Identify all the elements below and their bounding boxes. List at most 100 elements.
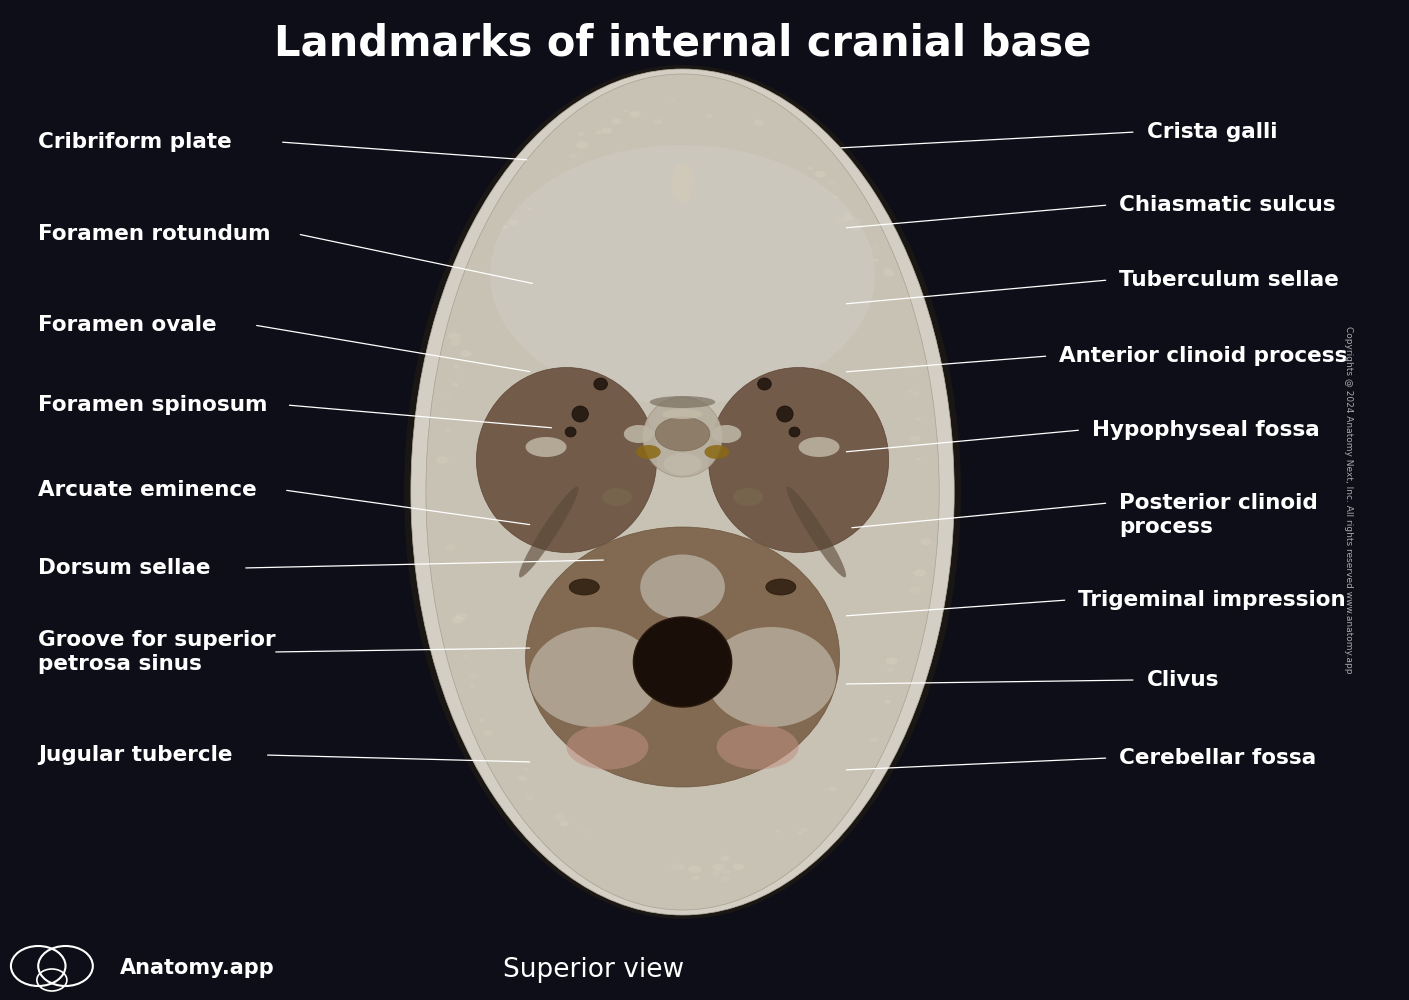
Ellipse shape [912, 391, 919, 396]
Ellipse shape [404, 65, 961, 919]
Ellipse shape [776, 406, 793, 422]
Ellipse shape [464, 655, 469, 657]
Text: Tuberculum sellae: Tuberculum sellae [1119, 270, 1340, 290]
Text: Copyrights @ 2024 Anatomy Next, Inc. All rights reserved www.anatomy.app: Copyrights @ 2024 Anatomy Next, Inc. All… [1344, 326, 1353, 674]
Ellipse shape [916, 417, 921, 421]
Text: Cerebellar fossa: Cerebellar fossa [1119, 748, 1316, 768]
Text: Foramen spinosum: Foramen spinosum [38, 395, 268, 415]
Ellipse shape [855, 245, 859, 248]
Ellipse shape [886, 657, 898, 664]
Ellipse shape [671, 863, 685, 871]
Ellipse shape [717, 724, 799, 770]
Ellipse shape [435, 456, 449, 464]
Ellipse shape [885, 700, 890, 704]
Ellipse shape [664, 453, 702, 475]
Ellipse shape [650, 396, 716, 408]
Ellipse shape [635, 445, 661, 459]
Ellipse shape [709, 367, 889, 552]
Ellipse shape [554, 814, 565, 821]
Ellipse shape [713, 864, 724, 871]
Ellipse shape [845, 216, 852, 220]
Ellipse shape [445, 393, 451, 396]
Ellipse shape [766, 579, 796, 595]
Ellipse shape [824, 789, 828, 792]
Ellipse shape [828, 181, 836, 185]
Ellipse shape [906, 363, 917, 369]
Ellipse shape [519, 487, 579, 577]
Ellipse shape [712, 425, 741, 443]
Text: Foramen ovale: Foramen ovale [38, 315, 217, 335]
Ellipse shape [452, 383, 458, 387]
Ellipse shape [654, 119, 662, 124]
Text: Clivus: Clivus [1147, 670, 1219, 690]
Ellipse shape [445, 428, 452, 432]
Ellipse shape [836, 215, 850, 223]
Ellipse shape [851, 225, 862, 231]
Text: Posterior clinoid
process: Posterior clinoid process [1119, 493, 1319, 537]
Ellipse shape [857, 219, 862, 222]
Ellipse shape [758, 378, 771, 390]
Ellipse shape [733, 488, 764, 506]
Ellipse shape [476, 367, 657, 552]
Text: Cribriform plate: Cribriform plate [38, 132, 232, 152]
Ellipse shape [640, 554, 724, 619]
Ellipse shape [662, 409, 703, 419]
Ellipse shape [630, 111, 641, 118]
Ellipse shape [797, 831, 803, 835]
Ellipse shape [692, 876, 700, 880]
Ellipse shape [502, 225, 509, 229]
Ellipse shape [449, 339, 461, 345]
Ellipse shape [528, 207, 534, 210]
Text: Dorsum sellae: Dorsum sellae [38, 558, 211, 578]
Ellipse shape [593, 378, 607, 390]
Ellipse shape [844, 213, 851, 217]
Ellipse shape [723, 870, 731, 875]
Ellipse shape [469, 685, 475, 687]
Ellipse shape [526, 795, 534, 800]
Ellipse shape [830, 786, 837, 791]
Ellipse shape [789, 427, 800, 437]
Ellipse shape [872, 258, 879, 262]
Ellipse shape [448, 332, 461, 340]
Ellipse shape [910, 436, 920, 442]
Ellipse shape [807, 167, 813, 170]
Ellipse shape [869, 737, 878, 742]
Ellipse shape [559, 821, 569, 826]
Ellipse shape [643, 397, 723, 477]
Ellipse shape [799, 437, 840, 457]
Text: Arcuate eminence: Arcuate eminence [38, 480, 256, 500]
Ellipse shape [720, 857, 728, 862]
Ellipse shape [572, 406, 589, 422]
Ellipse shape [602, 488, 633, 506]
Ellipse shape [569, 579, 599, 595]
Ellipse shape [444, 544, 457, 551]
Ellipse shape [733, 864, 744, 870]
Ellipse shape [916, 458, 921, 461]
Text: Chiasmatic sulcus: Chiasmatic sulcus [1119, 195, 1336, 215]
Ellipse shape [426, 74, 940, 910]
Ellipse shape [704, 445, 728, 459]
Ellipse shape [517, 776, 527, 781]
Ellipse shape [800, 828, 807, 832]
Ellipse shape [655, 417, 710, 451]
Ellipse shape [713, 871, 720, 876]
Ellipse shape [886, 668, 893, 672]
Ellipse shape [688, 865, 702, 873]
Ellipse shape [624, 425, 654, 443]
Text: Landmarks of internal cranial base: Landmarks of internal cranial base [273, 22, 1092, 64]
Ellipse shape [704, 114, 713, 119]
Ellipse shape [672, 163, 693, 203]
Ellipse shape [523, 768, 528, 771]
Ellipse shape [483, 730, 493, 736]
Text: Trigeminal impression: Trigeminal impression [1078, 590, 1346, 610]
Ellipse shape [907, 389, 913, 393]
Ellipse shape [565, 427, 576, 437]
Ellipse shape [440, 412, 444, 414]
Ellipse shape [451, 616, 464, 623]
Ellipse shape [526, 527, 840, 787]
Text: Hypophyseal fossa: Hypophyseal fossa [1092, 420, 1320, 440]
Ellipse shape [469, 673, 479, 679]
Text: Superior view: Superior view [503, 957, 685, 983]
Text: Jugular tubercle: Jugular tubercle [38, 745, 232, 765]
Ellipse shape [528, 627, 658, 727]
